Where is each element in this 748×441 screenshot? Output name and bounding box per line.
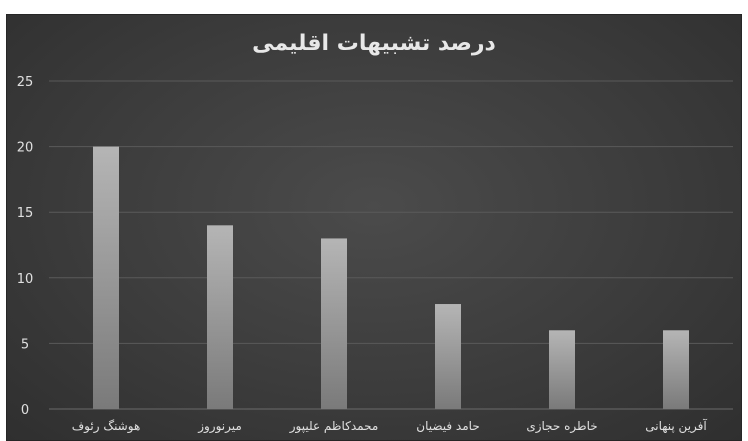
y-tick-label: 0 xyxy=(21,403,29,418)
bar xyxy=(435,304,461,409)
x-tick-label: حامد فیضیان xyxy=(416,419,479,433)
chart-area: درصد تشبیهات اقلیمی 0 5 10 15 20 25 هوشنگ رئو… xyxy=(6,14,742,441)
bar xyxy=(549,330,575,409)
y-tick-label: 5 xyxy=(21,337,29,352)
y-tick-label: 15 xyxy=(17,206,34,221)
y-tick-label: 10 xyxy=(17,272,34,287)
bar xyxy=(93,146,119,409)
bar-chart: 0 5 10 15 20 25 هوشنگ رئوف میرنوروز محمدکاظم عل… xyxy=(17,75,733,434)
bar xyxy=(321,238,347,409)
x-tick-label: میرنوروز xyxy=(197,419,242,434)
bar xyxy=(663,330,689,409)
x-tick-label: خاطره حجازی xyxy=(526,419,597,434)
chart-title: درصد تشبیهات اقلیمی xyxy=(252,31,496,56)
y-axis-tick-labels: 0 5 10 15 20 25 xyxy=(17,75,34,418)
gridlines xyxy=(49,80,733,410)
x-tick-label: هوشنگ رئوف xyxy=(72,419,141,434)
x-tick-label: محمدکاظم علیپور xyxy=(289,419,379,434)
bars xyxy=(93,146,689,409)
y-tick-label: 25 xyxy=(17,75,34,90)
bar xyxy=(207,225,233,409)
y-tick-label: 20 xyxy=(17,141,34,156)
x-tick-label: آفرین پنهانی xyxy=(645,418,707,434)
x-axis-tick-labels: هوشنگ رئوف میرنوروز محمدکاظم علیپور حامد فی… xyxy=(72,418,708,434)
